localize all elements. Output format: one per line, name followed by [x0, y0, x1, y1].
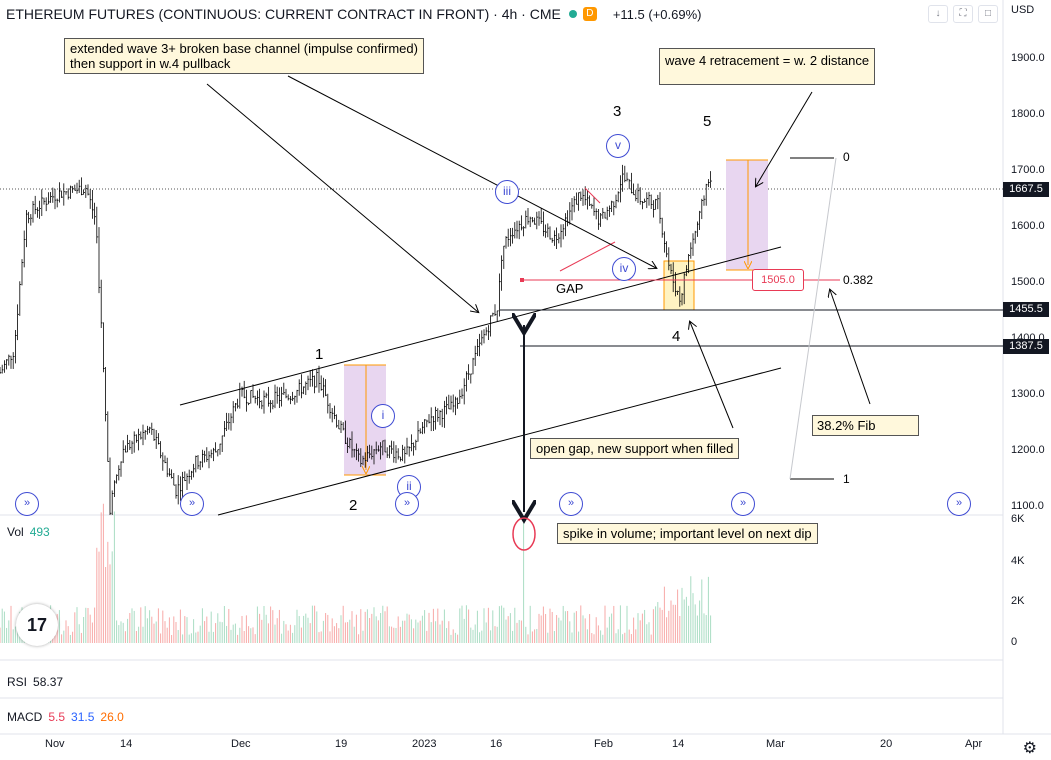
macd-legend[interactable]: MACD 5.5 31.5 26.0	[7, 710, 124, 724]
level-b-badge: 1387.5	[1003, 339, 1049, 354]
download-icon[interactable]: ↓	[928, 5, 948, 23]
volume-tick: 2K	[1011, 595, 1025, 607]
price-tick: 1200.0	[1011, 444, 1045, 456]
time-tick: 2023	[412, 738, 437, 750]
event-marker-icon[interactable]: »	[731, 492, 755, 516]
wave-5-label: 5	[703, 113, 712, 130]
price-tick: 1900.0	[1011, 52, 1045, 64]
wave-1-label: 1	[315, 346, 324, 363]
gear-icon[interactable]: ⚙	[1022, 740, 1037, 757]
event-marker-icon[interactable]: »	[15, 492, 39, 516]
time-tick: 14	[120, 738, 133, 750]
channel-lower	[217, 367, 782, 516]
gap-label: GAP	[556, 281, 584, 296]
currency-label[interactable]: USD	[1011, 4, 1035, 16]
wave-3-label: 3	[613, 103, 622, 120]
price-tick: 1500.0	[1011, 276, 1045, 288]
macd-value-3: 26.0	[100, 710, 124, 724]
volume-spike-circle	[512, 517, 536, 551]
macd-value-2: 31.5	[71, 710, 95, 724]
channel-upper	[179, 246, 782, 406]
fib-0-label: 0	[843, 150, 850, 164]
volume-value: 493	[29, 525, 50, 539]
level-a-badge: 1455.5	[1003, 302, 1049, 317]
fullscreen-icon[interactable]: ⛶	[953, 5, 973, 23]
tradingview-logo-icon[interactable]: 17	[16, 604, 58, 646]
time-tick: Dec	[231, 738, 251, 750]
rsi-value: 58.37	[33, 675, 64, 689]
time-tick: Mar	[766, 738, 785, 750]
time-tick: Nov	[45, 738, 65, 750]
note-line: then support in w.4 pullback	[70, 56, 231, 71]
note-volume-spike[interactable]: spike in volume; important level on next…	[557, 523, 818, 544]
price-change: +11.5 (+0.69%)	[612, 6, 702, 22]
note-open-gap[interactable]: open gap, new support when filled	[530, 438, 740, 459]
fib-1-label: 1	[843, 472, 850, 486]
wave-iii-badge[interactable]: iii	[495, 180, 519, 204]
market-status-icon	[568, 10, 577, 18]
volume-tick: 0	[1011, 636, 1018, 648]
rsi-legend[interactable]: RSI 58.37	[7, 675, 63, 689]
snapshot-icon[interactable]: □	[978, 5, 998, 23]
fib-diagonal	[789, 157, 837, 480]
price-tick: 1300.0	[1011, 388, 1045, 400]
time-tick: 14	[672, 738, 685, 750]
wave-i-badge[interactable]: i	[371, 404, 395, 428]
macd-label: MACD	[7, 710, 43, 724]
price-tick: 1700.0	[1011, 164, 1045, 176]
price-candles	[0, 164, 712, 515]
symbol-title[interactable]: ETHEREUM FUTURES (CONTINUOUS: CURRENT CO…	[6, 6, 561, 22]
fib-price-badge: 1505.0	[752, 269, 804, 291]
wave-v-badge[interactable]: v	[606, 134, 630, 158]
note-fib[interactable]: 38.2% Fib	[812, 415, 919, 436]
volume-tick: 4K	[1011, 555, 1025, 567]
chart-header: ETHEREUM FUTURES (CONTINUOUS: CURRENT CO…	[6, 4, 701, 24]
event-marker-icon[interactable]: »	[559, 492, 583, 516]
time-tick: Apr	[965, 738, 983, 750]
time-tick: 19	[335, 738, 348, 750]
price-tick: 1600.0	[1011, 220, 1045, 232]
wave-iv-badge[interactable]: iv	[612, 257, 636, 281]
volume-bars	[0, 503, 712, 643]
event-marker-icon[interactable]: »	[947, 492, 971, 516]
wave-4-label: 4	[672, 328, 681, 345]
rsi-label: RSI	[7, 675, 28, 689]
wave-2-label: 2	[349, 497, 358, 514]
volume-legend[interactable]: Vol 493	[7, 525, 50, 539]
volume-label: Vol	[7, 525, 24, 539]
price-tick: 1100.0	[1011, 500, 1044, 512]
event-marker-icon[interactable]: »	[180, 492, 204, 516]
note-extended-wave[interactable]: extended wave 3+ broken base channel (im…	[64, 38, 424, 74]
time-tick: Feb	[594, 738, 613, 750]
current-price-badge: 1667.5	[1003, 182, 1049, 197]
time-tick: 16	[490, 738, 503, 750]
price-tick: 1800.0	[1011, 108, 1045, 120]
time-tick: 20	[880, 738, 893, 750]
data-badge: D	[582, 7, 597, 21]
note-line: extended wave 3+ broken base channel (im…	[70, 41, 418, 56]
volume-tick: 6K	[1011, 513, 1025, 525]
triangle-line-b	[584, 187, 601, 204]
macd-value-1: 5.5	[48, 710, 66, 724]
note-wave4-retracement[interactable]: wave 4 retracement = w. 2 distance	[659, 48, 876, 85]
triangle-line-a	[559, 241, 616, 272]
fib-382-label: 0.382	[843, 273, 874, 287]
event-marker-icon[interactable]: »	[395, 492, 419, 516]
